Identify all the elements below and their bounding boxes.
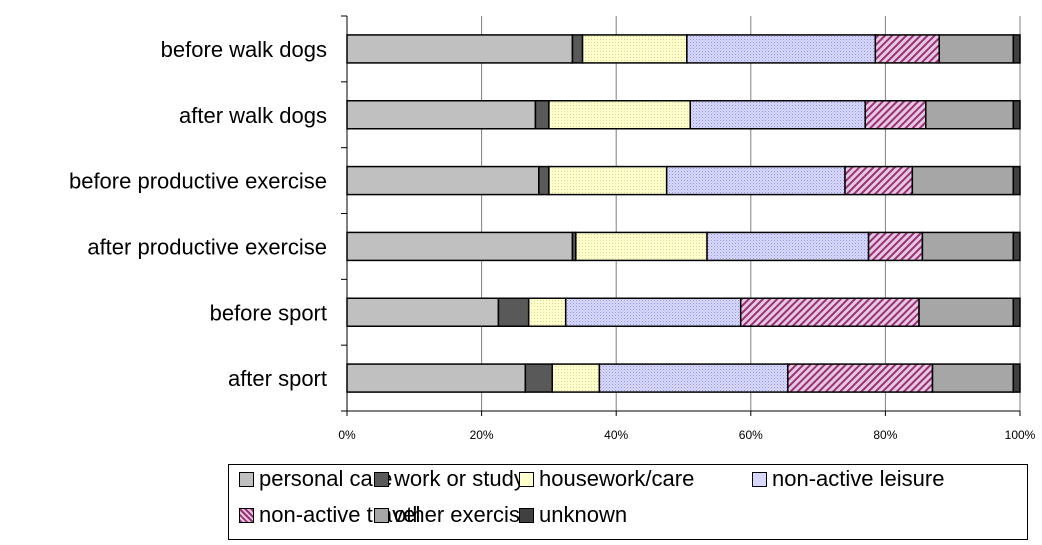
category-label: before walk dogs [161, 37, 327, 62]
bar-segment [571, 34, 584, 64]
legend-label: other exercise [394, 502, 533, 527]
bar-segment [925, 100, 1015, 130]
legend-label: unknown [539, 502, 628, 527]
bar-segment [527, 297, 567, 327]
x-tick-label: 80% [873, 428, 897, 442]
x-tick-labels: 0% 20% 40% 60% 80% 100% [338, 428, 1035, 442]
x-tick-label: 0% [338, 428, 356, 442]
bar-segment [911, 165, 1015, 196]
bar-segment [686, 34, 877, 64]
bar-segment [575, 231, 708, 262]
bar-segment [598, 363, 789, 393]
bar-segment [706, 231, 870, 262]
legend-swatch [374, 471, 389, 487]
bar-segment [1012, 297, 1021, 327]
gridlines [346, 16, 1021, 411]
bar-segment [1012, 34, 1021, 64]
bar-segment [346, 297, 500, 327]
bar-segment [581, 34, 688, 64]
category-labels: before walk dogs after walk dogs before pr… [69, 37, 327, 391]
legend-item: housework/care [519, 466, 694, 492]
bar-segment [346, 363, 527, 393]
bar-segment [1012, 100, 1021, 130]
bar-segment [938, 34, 1015, 64]
legend-item: unknown [519, 502, 627, 528]
bar-segment [689, 100, 866, 130]
bar-segment [739, 297, 920, 327]
bar-segment [551, 363, 601, 393]
bar-segment [548, 100, 691, 130]
bar-segment [346, 34, 574, 64]
x-tick-label: 20% [470, 428, 494, 442]
bar-segment [1012, 231, 1021, 262]
legend-label: personal care [259, 466, 393, 491]
bar-segment [524, 363, 554, 393]
bar-segment [665, 165, 846, 196]
legend-item: personal care [239, 466, 392, 492]
stacked-bar-chart: before walk dogs after walk dogs before pr… [69, 15, 1036, 442]
bar-segment [1012, 363, 1021, 393]
bar-segment [931, 363, 1015, 393]
legend-label: non-active travel [259, 502, 421, 527]
legend-label: non-active leisure [772, 466, 945, 491]
legend-label: work or study [394, 466, 525, 491]
legend: personal care work or study housework/care… [228, 464, 1028, 540]
bar-segment [346, 100, 537, 130]
legend-item: other exercise [374, 502, 532, 528]
bar-segment [787, 363, 934, 393]
bar-segment [867, 231, 924, 262]
legend-swatch [374, 507, 389, 523]
x-tick-label: 40% [604, 428, 628, 442]
bar-segment [346, 165, 540, 196]
bar-segment [864, 100, 927, 130]
legend-swatch [239, 507, 254, 523]
bar-segment [548, 165, 668, 196]
legend-swatch [239, 471, 254, 487]
legend-item: non-active travel [239, 502, 420, 528]
category-label: before productive exercise [69, 169, 327, 194]
bar-segment [534, 100, 550, 130]
bar-segment [921, 231, 1015, 262]
legend-item: non-active leisure [752, 466, 944, 492]
bar-segment [874, 34, 940, 64]
bar-segment [538, 165, 550, 196]
bar-segment [844, 165, 914, 196]
legend-item: work or study [374, 466, 525, 492]
legend-swatch [519, 471, 534, 487]
bar-segment [346, 231, 574, 262]
legend-label: housework/care [539, 466, 695, 491]
bar-segment [564, 297, 742, 327]
bars [346, 34, 1021, 393]
category-label: after sport [228, 366, 327, 391]
legend-swatch [519, 507, 534, 523]
x-tick-label: 60% [739, 428, 763, 442]
bar-segment [497, 297, 530, 327]
bar-segment [1012, 165, 1021, 196]
category-label: after productive exercise [87, 234, 327, 259]
axes [341, 15, 1021, 416]
category-label: before sport [210, 300, 327, 325]
bar-segment [918, 297, 1015, 327]
legend-swatch [752, 471, 767, 487]
x-tick-label: 100% [1005, 428, 1036, 442]
category-label: after walk dogs [179, 103, 327, 128]
